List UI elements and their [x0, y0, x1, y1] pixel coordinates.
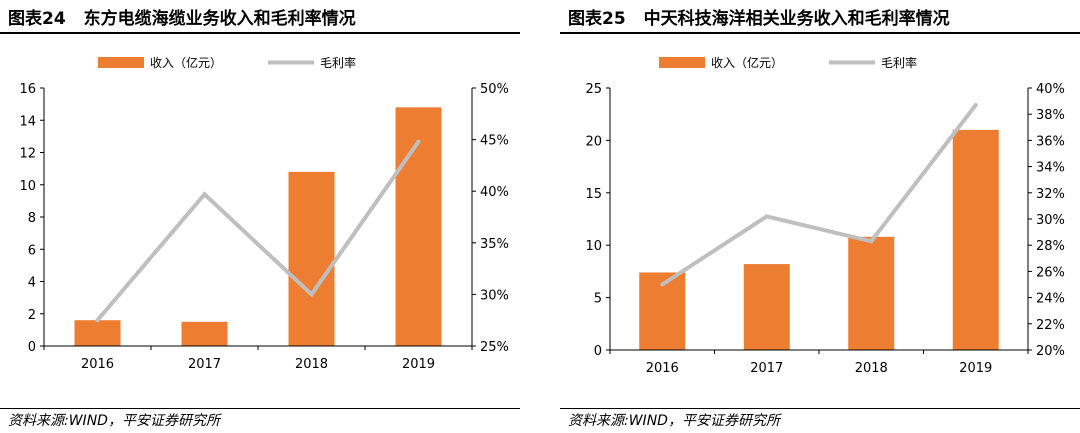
figure-caption: 东方电缆海缆业务收入和毛利率情况 — [83, 9, 356, 29]
right-tick-label: 38% — [1036, 108, 1065, 123]
x-tick-label: 2018 — [855, 361, 888, 376]
line-point — [202, 192, 207, 197]
figure-number: 图表25 — [568, 9, 626, 29]
right-tick-label: 50% — [480, 82, 509, 97]
right-tick-label: 24% — [1036, 292, 1065, 307]
x-tick-label: 2019 — [402, 357, 435, 372]
left-tick-label: 12 — [19, 147, 36, 162]
source-rule — [0, 408, 520, 409]
combo-chart: 收入（亿元） 毛利率 0 2 4 6 8 10 12 14 16 25% 30% 35% 40% 45% 50%… — [19, 55, 509, 372]
right-tick-label: 30% — [480, 288, 509, 303]
left-tick-label: 16 — [19, 82, 36, 97]
right-tick-label: 34% — [1036, 161, 1065, 176]
right-tick-label: 36% — [1036, 134, 1065, 149]
title-rule — [560, 32, 1080, 34]
title-rule — [0, 32, 520, 34]
left-tick-label: 25 — [585, 82, 602, 97]
left-tick-label: 20 — [585, 134, 602, 149]
line-point — [869, 239, 874, 244]
right-tick-label: 35% — [480, 237, 509, 252]
chart-panel-right: 图表25 中天科技海洋相关业务收入和毛利率情况 收入（亿元） 毛利率 0 5 10 15 20… — [560, 0, 1080, 433]
line-point — [416, 139, 421, 144]
legend-line-label: 毛利率 — [881, 55, 917, 70]
line-point — [309, 292, 314, 297]
legend-bar-swatch — [98, 57, 144, 68]
line-point — [660, 282, 665, 287]
right-tick-label: 26% — [1036, 265, 1065, 280]
right-tick-label: 32% — [1036, 187, 1065, 202]
left-tick-label: 10 — [19, 179, 36, 194]
source-note: 资料来源:WIND，平安证券研究所 — [8, 413, 220, 429]
right-tick-label: 40% — [1036, 82, 1065, 97]
right-tick-label: 40% — [480, 185, 509, 200]
chart-panel-left: 图表24 东方电缆海缆业务收入和毛利率情况 收入（亿元） 毛利率 0 2 4 6 8 10 12 1… — [0, 0, 520, 433]
x-tick-label: 2017 — [750, 361, 783, 376]
right-tick-label: 25% — [480, 340, 509, 355]
x-tick-label: 2016 — [81, 357, 114, 372]
x-tick-label: 2017 — [188, 357, 221, 372]
left-tick-label: 0 — [28, 340, 36, 355]
left-tick-label: 5 — [594, 292, 602, 307]
right-tick-label: 20% — [1036, 344, 1065, 359]
bar — [848, 236, 895, 350]
margin-line — [661, 103, 978, 287]
x-tick-label: 2019 — [959, 361, 992, 376]
figure-number: 图表24 — [8, 9, 66, 29]
figure-title: 图表25 中天科技海洋相关业务收入和毛利率情况 — [568, 4, 950, 29]
combo-chart: 收入（亿元） 毛利率 0 5 10 15 20 25 20% 22% 24% 26% 28% 30% 32%… — [585, 55, 1065, 376]
legend-bar-label: 收入（亿元） — [150, 55, 222, 70]
bar — [288, 171, 335, 346]
left-tick-label: 4 — [28, 276, 36, 291]
figure-caption: 中天科技海洋相关业务收入和毛利率情况 — [643, 9, 950, 29]
line-point — [764, 214, 769, 219]
bar — [952, 129, 999, 350]
right-tick-label: 28% — [1036, 239, 1065, 254]
left-tick-label: 8 — [28, 211, 36, 226]
bar — [74, 320, 121, 346]
line-point — [95, 318, 100, 323]
right-tick-label: 22% — [1036, 318, 1065, 333]
source-note: 资料来源:WIND，平安证券研究所 — [568, 413, 780, 429]
legend-bar-swatch — [659, 57, 705, 68]
left-tick-label: 15 — [585, 187, 602, 202]
line-point — [973, 103, 978, 108]
x-tick-label: 2018 — [295, 357, 328, 372]
left-tick-label: 6 — [28, 243, 36, 258]
figure-title: 图表24 东方电缆海缆业务收入和毛利率情况 — [8, 4, 356, 29]
source-rule — [560, 408, 1080, 409]
left-tick-label: 2 — [28, 308, 36, 323]
bar — [743, 264, 790, 350]
left-tick-label: 14 — [19, 114, 36, 129]
right-tick-label: 30% — [1036, 213, 1065, 228]
bar — [395, 107, 442, 346]
left-tick-label: 0 — [594, 344, 602, 359]
legend-line-label: 毛利率 — [320, 55, 356, 70]
x-tick-label: 2016 — [646, 361, 679, 376]
right-tick-label: 45% — [480, 134, 509, 149]
left-tick-label: 10 — [585, 239, 602, 254]
legend-bar-label: 收入（亿元） — [711, 55, 783, 70]
margin-line — [95, 140, 421, 322]
bar — [181, 321, 228, 346]
